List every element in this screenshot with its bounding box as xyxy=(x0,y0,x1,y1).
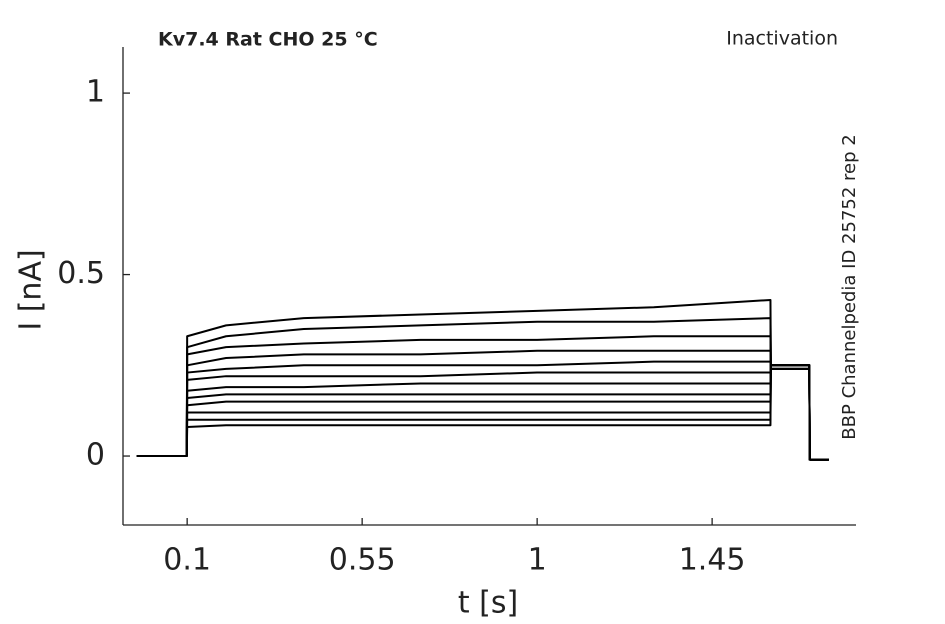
y-tick-label: 0 xyxy=(86,438,105,473)
x-tick-label: 0.55 xyxy=(329,543,396,578)
x-tick-label: 0.1 xyxy=(163,543,211,578)
annotation: BBP Channelpedia ID 25752 rep 2 xyxy=(839,134,860,439)
x-tick-label: 1.45 xyxy=(679,543,746,578)
y-tick-label: 1 xyxy=(86,75,105,110)
y-tick-label: 0.5 xyxy=(57,256,105,291)
x-axis-label: t [s] xyxy=(458,586,518,621)
trace xyxy=(136,364,829,461)
y-axis-label: I [nA] xyxy=(14,249,49,330)
chart-subtitle: Inactivation xyxy=(726,28,838,50)
chart-title: Kv7.4 Rat CHO 25 °C xyxy=(158,29,378,51)
x-tick-label: 1 xyxy=(528,543,547,578)
